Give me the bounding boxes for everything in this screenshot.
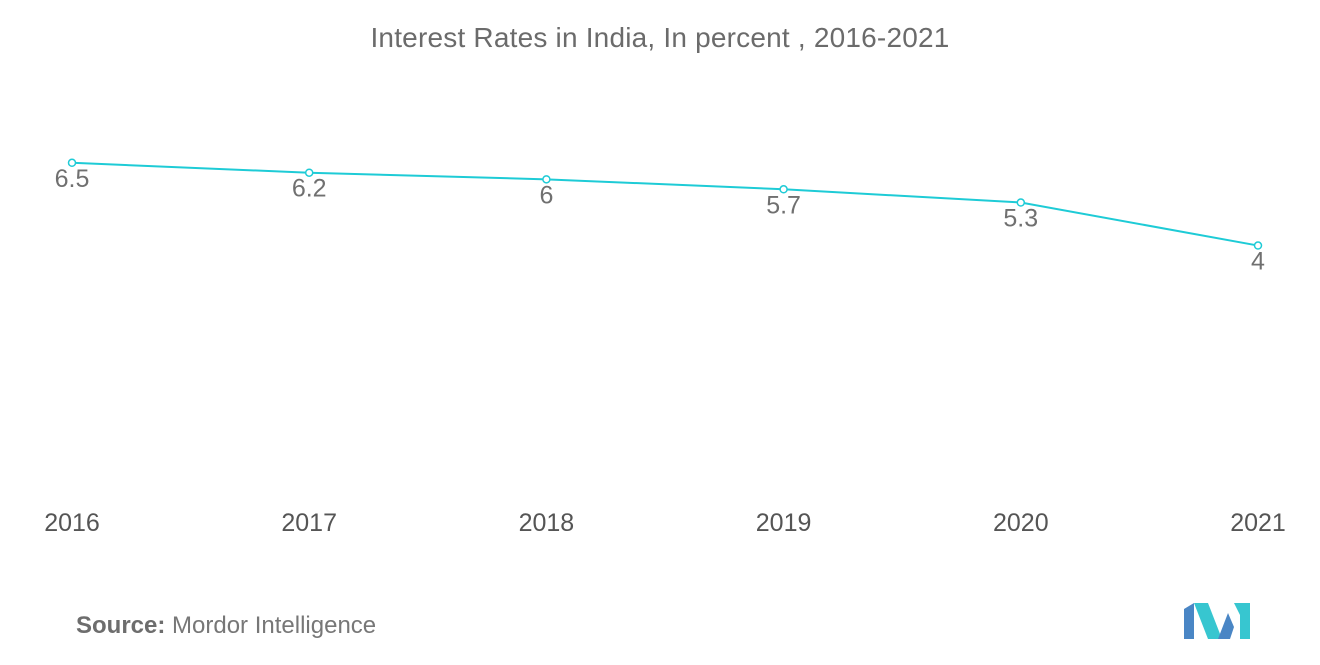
data-label-2016: 6.5	[55, 165, 90, 193]
data-point-2020	[1016, 198, 1026, 207]
logo-shape-right-b	[1234, 603, 1250, 639]
data-label-2021: 4	[1251, 248, 1265, 276]
data-point-2018	[542, 175, 551, 184]
x-axis-tick-labels: 2016 2017 2018 2019 2020 2021	[44, 509, 1286, 537]
logo-shape-right-a	[1218, 613, 1234, 639]
data-label-layer: 6.5 6.2 6 5.7 5.3 4	[55, 165, 1265, 276]
x-tick-label-2019: 2019	[756, 509, 812, 537]
source-label: Source:	[76, 612, 166, 639]
data-point-2019	[779, 185, 788, 194]
logo-shape-mid	[1194, 603, 1222, 639]
x-tick-label-2021: 2021	[1230, 509, 1286, 537]
logo-shape-left	[1184, 603, 1194, 639]
data-label-2019: 5.7	[766, 191, 801, 219]
line-chart: 6.5 6.2 6 5.7 5.3 4 2016 2017 2018 2019 2020 2021	[44, 158, 1286, 537]
x-tick-label-2017: 2017	[281, 509, 337, 537]
source-note: Source: Mordor Intelligence	[76, 612, 376, 640]
data-point-2021	[1253, 241, 1263, 250]
chart-title: Interest Rates in India, In percent , 20…	[370, 22, 950, 53]
data-point-2016	[67, 158, 77, 168]
series-layer	[67, 158, 1263, 250]
mordor-intelligence-logo-icon	[1184, 603, 1250, 639]
source-value: Mordor Intelligence	[172, 612, 377, 639]
x-tick-label-2020: 2020	[993, 509, 1049, 537]
x-tick-label-2018: 2018	[519, 509, 575, 537]
data-point-2017	[304, 168, 314, 177]
data-label-2018: 6	[539, 181, 553, 209]
data-label-2020: 5.3	[1003, 205, 1038, 233]
series-line	[71, 161, 1259, 247]
x-tick-label-2016: 2016	[44, 509, 100, 537]
data-label-2017: 6.2	[292, 175, 327, 203]
